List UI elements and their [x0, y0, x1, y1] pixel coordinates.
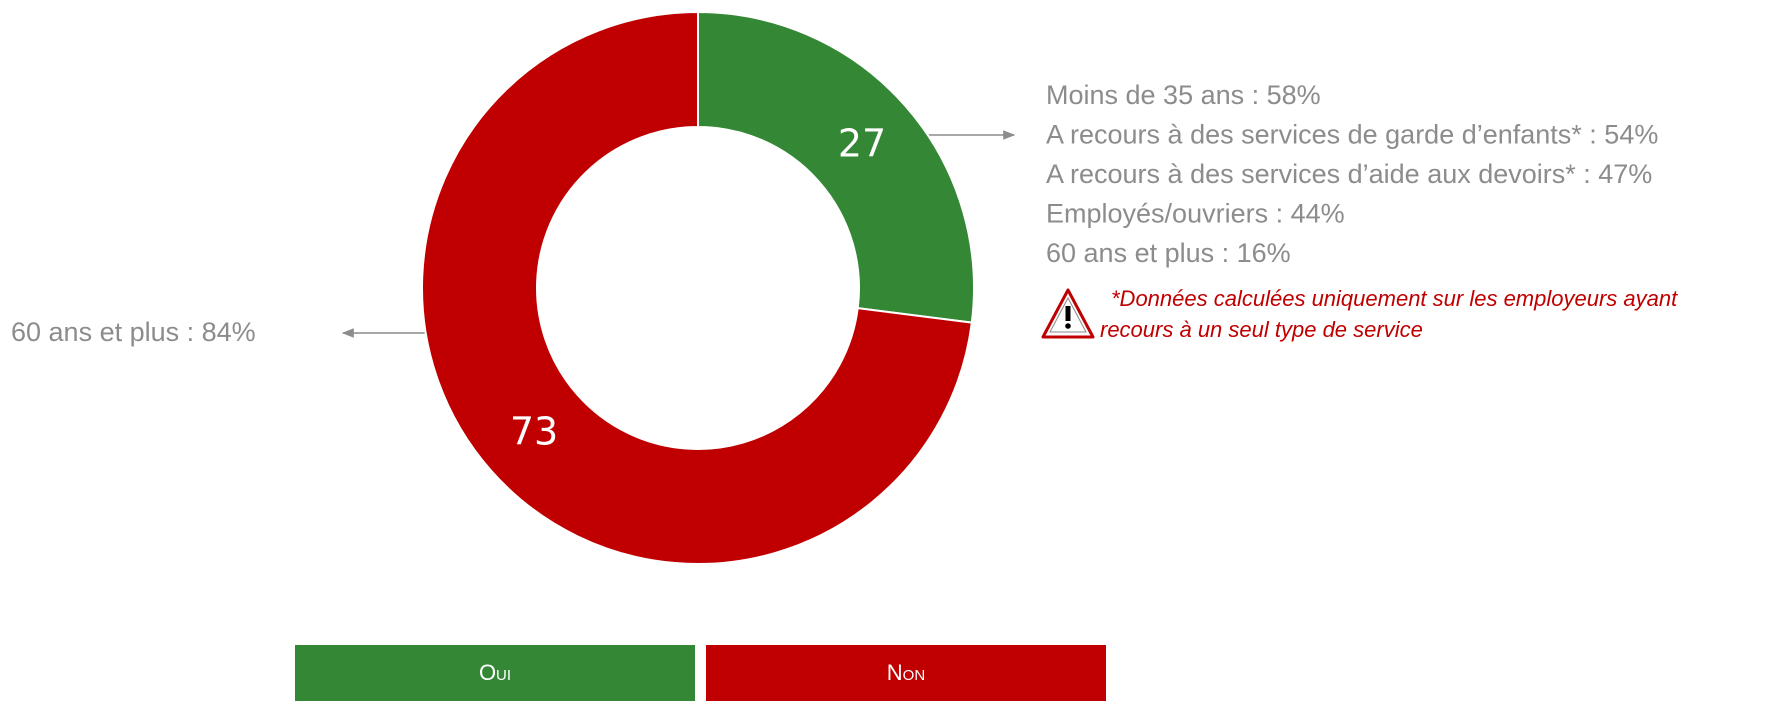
annotation: 60 ans et plus : 84% [11, 317, 256, 347]
legend-swatch [295, 645, 695, 701]
annotation: A recours à des services d’aide aux devo… [1046, 159, 1652, 189]
note: recours à un seul type de service [1100, 317, 1423, 342]
annotation: A recours à des services de garde d’enfa… [1046, 120, 1658, 150]
annotation: Moins de 35 ans : 58% [1046, 80, 1321, 110]
note: *Données calculées uniquement sur les em… [1111, 286, 1678, 311]
legend-swatch [706, 645, 1106, 701]
slice [697, 10, 975, 324]
data-label: 73 [510, 410, 558, 454]
annotation: Employés/ouvriers : 44% [1046, 199, 1345, 229]
legend-label: Non [887, 660, 925, 685]
data-label: 27 [838, 122, 886, 166]
warning-icon [1041, 288, 1095, 339]
annotation: 60 ans et plus : 16% [1046, 238, 1291, 268]
slice [421, 10, 973, 565]
legend-label: Oui [479, 660, 511, 685]
